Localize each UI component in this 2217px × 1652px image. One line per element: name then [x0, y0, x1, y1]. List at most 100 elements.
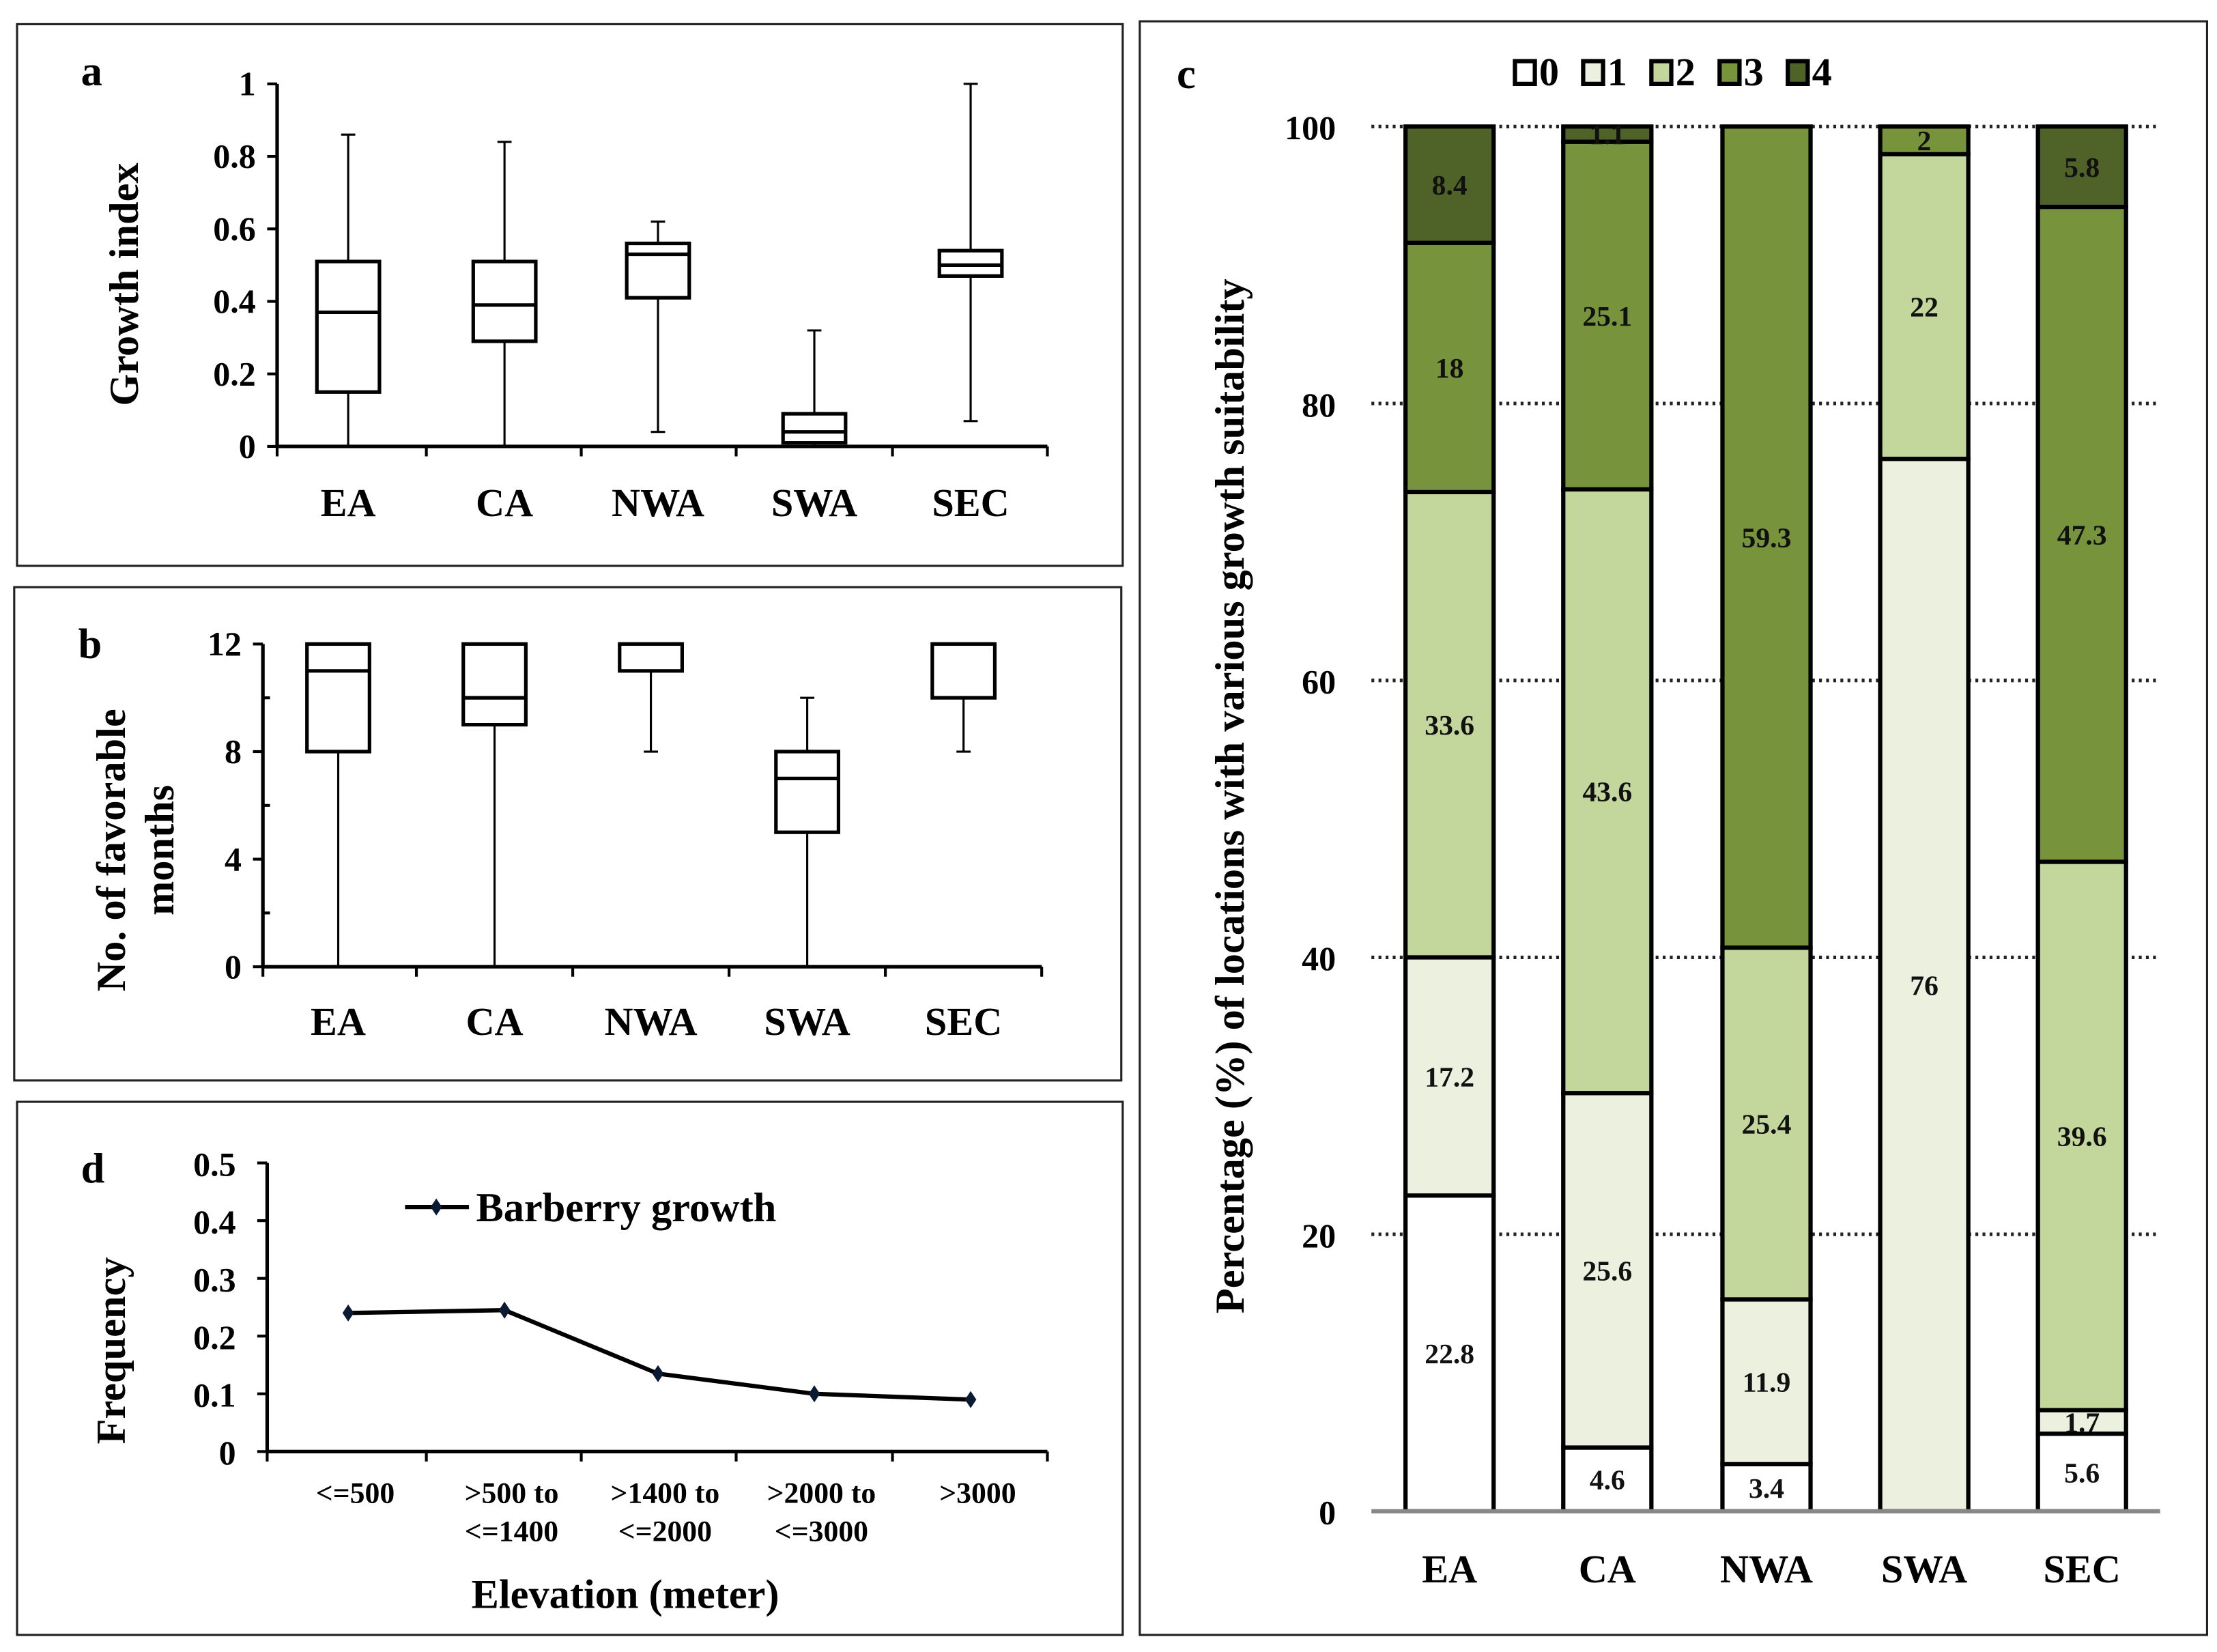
data-label: 5.6 [2064, 1458, 2100, 1490]
bar-segment-2 [1720, 945, 1813, 1302]
y-axis-label: Frequency [89, 1257, 134, 1444]
y-axis-label: months [137, 785, 183, 915]
legend-swatch-2 [1649, 59, 1674, 86]
y-tick-label: 0 [1319, 1494, 1336, 1532]
data-label: 11.9 [1743, 1367, 1791, 1399]
panel-a-frame [16, 23, 1124, 567]
x-category-label: SWA [764, 999, 850, 1044]
x-category-label: <=500 [316, 1477, 395, 1509]
y-axis-label: Growth index [102, 162, 147, 405]
data-label: 3.4 [1749, 1473, 1784, 1505]
x-category-label: SEC [2044, 1547, 2121, 1591]
data-label: 18 [1435, 353, 1464, 384]
legend-swatch-4 [1786, 59, 1810, 86]
y-tick-label: 0 [239, 427, 256, 466]
panel-a-letter: a [81, 47, 102, 95]
iqr-box [774, 750, 841, 834]
y-tick-label: 1 [239, 65, 256, 103]
data-label: 2 [1917, 126, 1932, 157]
data-label: 4.6 [1590, 1465, 1625, 1496]
x-category-label: EA [321, 481, 376, 525]
x-category-label: SWA [771, 481, 857, 525]
bar-segment-2 [1878, 152, 1971, 461]
panel-d-letter: d [81, 1145, 105, 1193]
data-point-marker [498, 1301, 511, 1319]
data-point-marker [652, 1365, 664, 1382]
y-tick-label: 100 [1285, 109, 1336, 147]
bar-segment-4 [2035, 124, 2128, 210]
y-axis-label: No. of favorable [89, 709, 134, 991]
iqr-box [315, 259, 382, 394]
bar-segment-3 [1720, 124, 1813, 950]
y-tick-label: 12 [208, 625, 242, 663]
x-category-label: NWA [1720, 1547, 1813, 1591]
y-tick-label: 0 [225, 948, 242, 986]
data-label: 1.7 [2064, 1408, 2100, 1439]
panel-c-letter: c [1177, 50, 1196, 98]
legend-label: 3 [1744, 50, 1764, 94]
data-label: 59.3 [1742, 522, 1792, 554]
legend-marker [430, 1198, 442, 1216]
x-category-label: NWA [612, 481, 704, 525]
panel-d-frame [16, 1100, 1124, 1636]
bar-segment-0 [2035, 1432, 2128, 1513]
legend-label: Barberry growth [476, 1185, 776, 1231]
iqr-box [937, 248, 1004, 278]
bar-segment-2 [1561, 487, 1654, 1096]
panel-b-chart: 0 4 8 12 EA CA NWA SWA SEC No. of favorable months [89, 625, 1044, 1044]
data-label: 43.6 [1582, 777, 1632, 808]
panel-b-frame [13, 586, 1123, 1082]
x-category-label: <=2000 [618, 1515, 712, 1548]
legend-label: 0 [1539, 50, 1559, 94]
y-tick-label: 4 [225, 840, 242, 878]
data-label: 33.6 [1425, 710, 1474, 741]
x-category-label: SEC [932, 481, 1009, 525]
x-category-label: SWA [1881, 1547, 1967, 1591]
bar-segment-4 [1403, 124, 1496, 245]
y-tick-label: 8 [225, 732, 242, 771]
panel-b-letter: b [78, 620, 102, 668]
bar-segment-3 [1878, 124, 1971, 157]
x-category-label: >2000 to [767, 1477, 876, 1509]
y-tick-label: 0.2 [193, 1318, 235, 1356]
bar-segment-3 [1561, 139, 1654, 492]
y-tick-label: 20 [1302, 1216, 1336, 1255]
x-category-label: >500 to [465, 1477, 559, 1509]
data-label: 25.4 [1742, 1109, 1792, 1140]
bar-segment-0 [1403, 1193, 1496, 1513]
y-tick-label: 0 [219, 1434, 236, 1472]
x-category-label: NWA [605, 999, 698, 1044]
y-tick-label: 40 [1302, 939, 1336, 978]
legend-label: 2 [1676, 50, 1696, 94]
x-category-label: <=1400 [465, 1515, 558, 1548]
data-label: 17.2 [1425, 1062, 1474, 1093]
panel-a-chart: 0 0.2 0.4 0.6 0.8 1 EA CA NWA SWA SEC Growth index [102, 65, 1049, 525]
x-category-label: EA [1422, 1547, 1477, 1591]
x-category-label: >3000 [939, 1477, 1016, 1509]
bar-segment-4 [1561, 124, 1654, 144]
bar-segment-2 [2035, 859, 2128, 1412]
legend-swatch-3 [1717, 59, 1742, 86]
x-category-label: EA [311, 999, 366, 1044]
iqr-box [625, 241, 691, 300]
data-label: 5.8 [2064, 152, 2100, 184]
iqr-box [461, 642, 528, 727]
data-label: 22.8 [1425, 1339, 1474, 1370]
y-tick-label: 0.4 [193, 1203, 235, 1241]
y-axis-label: Percentage (%) of locations with various… [1207, 279, 1253, 1313]
bar-segment-2 [1403, 489, 1496, 960]
y-tick-label: 0.1 [193, 1376, 235, 1414]
series-line [348, 1308, 971, 1402]
iqr-box [930, 642, 997, 700]
x-category-label: >1400 to [611, 1477, 720, 1509]
data-point-marker [808, 1385, 820, 1403]
y-tick-label: 0.6 [213, 210, 255, 248]
data-label: 22 [1910, 292, 1939, 324]
iqr-box [471, 259, 538, 343]
iqr-box [618, 642, 684, 673]
data-label: 25.6 [1582, 1255, 1632, 1287]
x-category-label: SEC [925, 999, 1002, 1044]
x-category-label: <=3000 [775, 1515, 868, 1548]
legend-label: 1 [1607, 50, 1627, 94]
